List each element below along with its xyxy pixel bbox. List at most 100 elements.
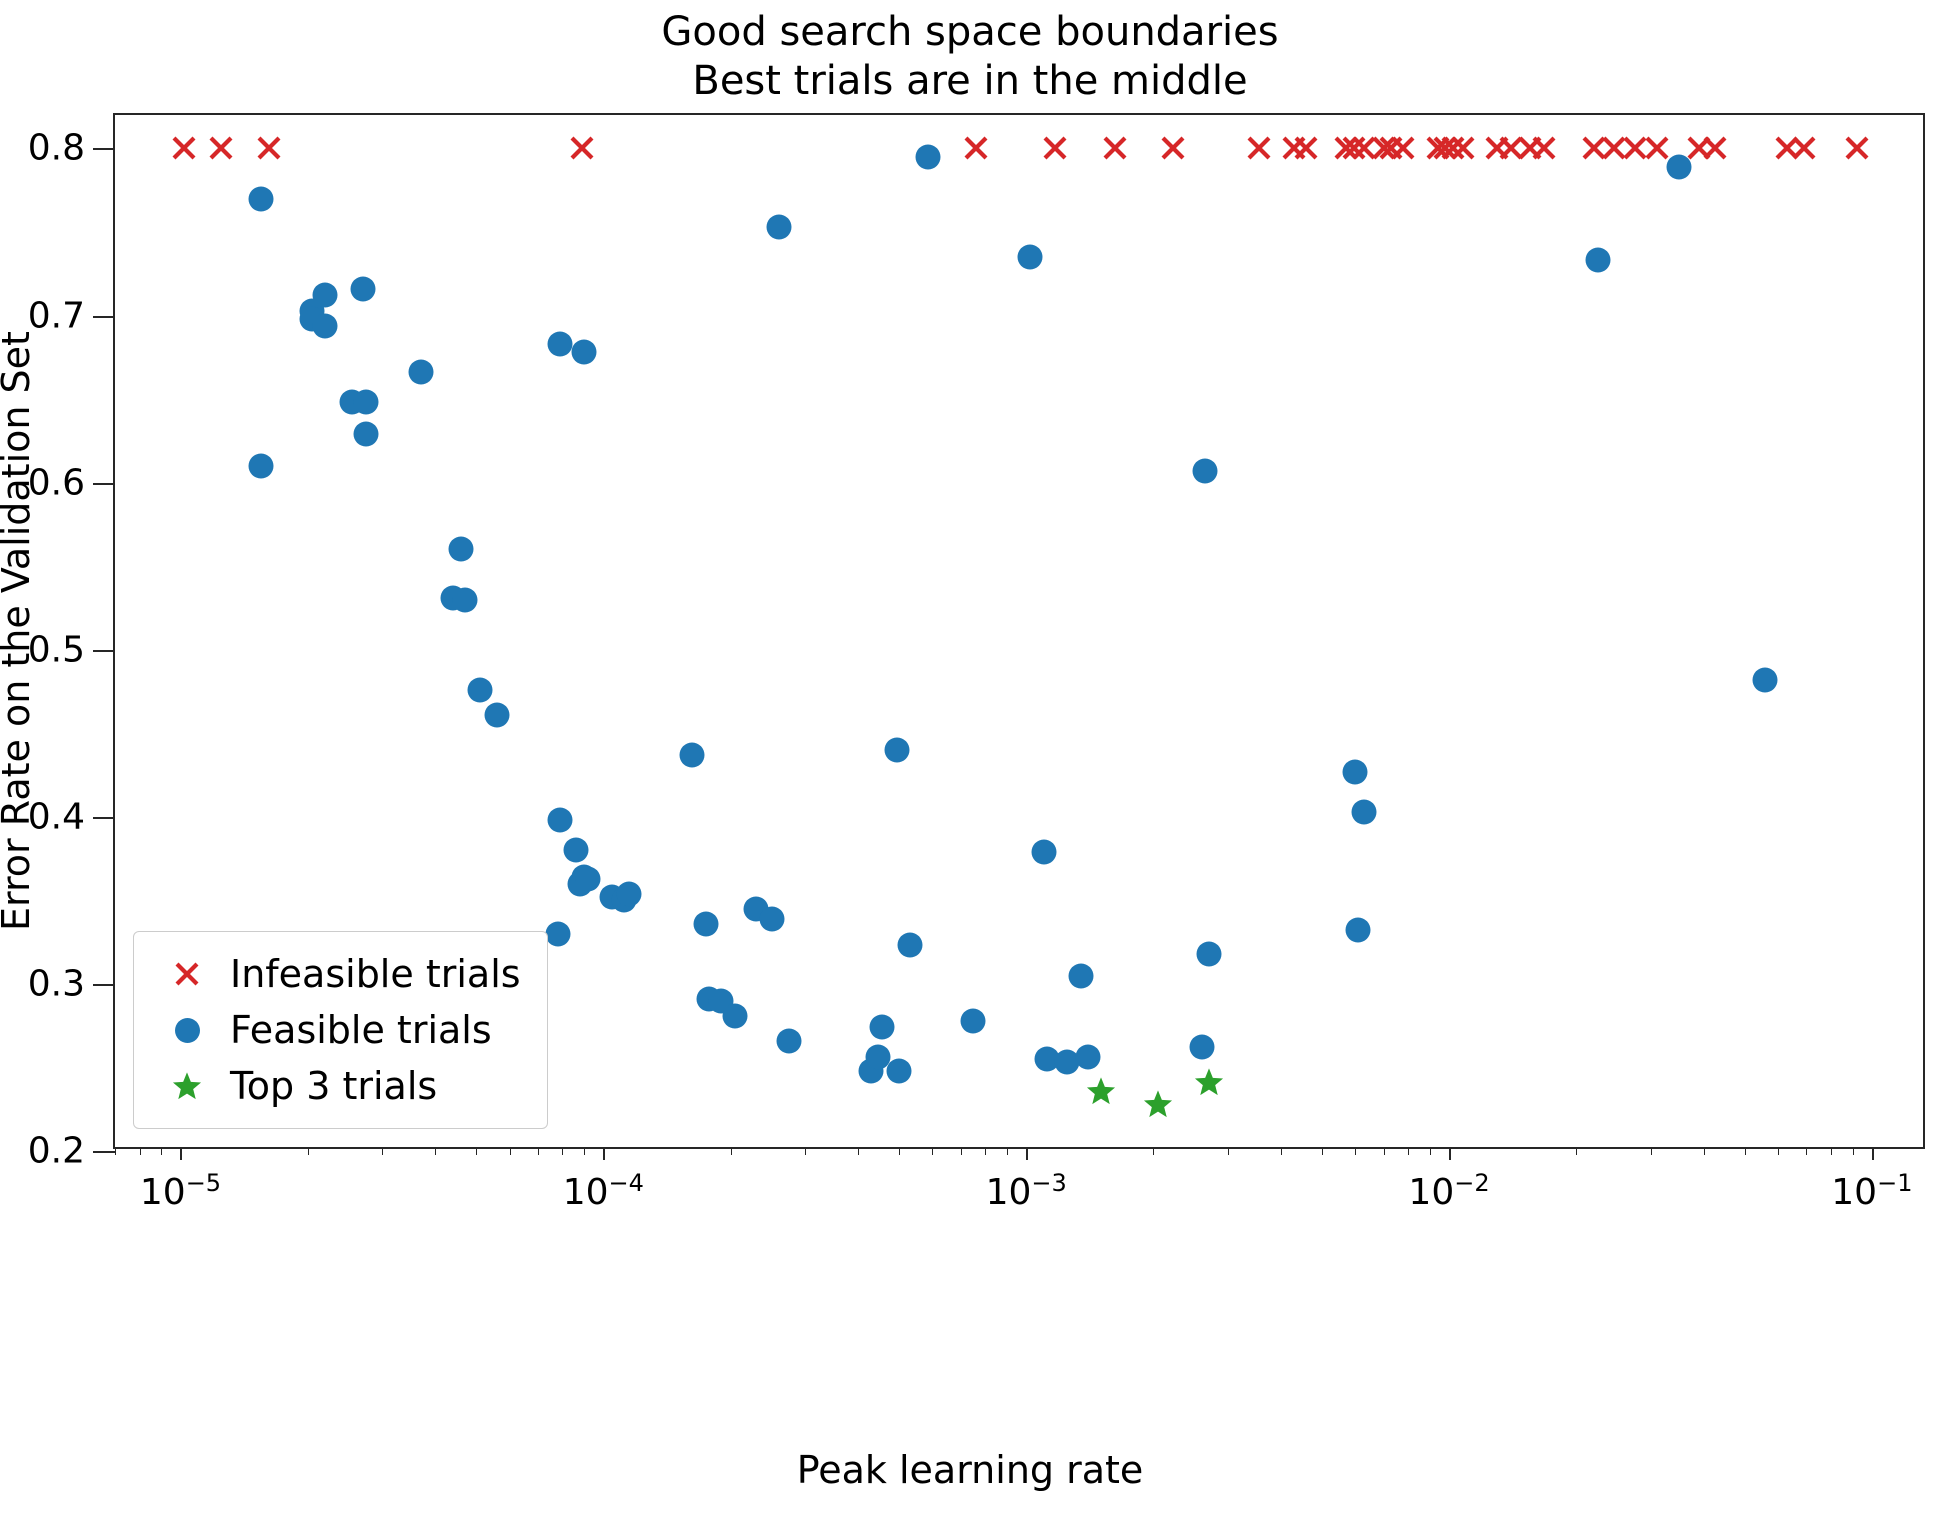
data-point <box>1194 1067 1224 1097</box>
data-point <box>1390 135 1416 161</box>
legend: Infeasible trials Feasible trials Top 3 tr… <box>133 931 548 1129</box>
x-tick-mark <box>1871 1147 1874 1160</box>
legend-item-2[interactable]: Top 3 trials <box>152 1058 521 1114</box>
data-point <box>1293 135 1319 161</box>
plot-data-area <box>115 115 1923 1147</box>
x-tick-label: 10−4 <box>562 1169 644 1213</box>
data-point <box>1189 1034 1215 1060</box>
data-point-circle <box>759 906 785 932</box>
data-point <box>575 866 601 892</box>
x-tick-minor <box>857 1147 859 1155</box>
data-point-cross <box>1774 135 1800 161</box>
data-point-circle <box>1196 941 1222 967</box>
x-tick-minor <box>1227 1147 1229 1155</box>
data-point-circle <box>1075 1044 1101 1070</box>
data-point <box>1246 135 1272 161</box>
data-point-circle <box>547 807 573 833</box>
plot-axes: 0.2 0.3 0.4 0.5 0.6 0.7 0.8 10−5 10−4 10−3 10−2 10… <box>28 113 1925 1213</box>
x-tick-minor <box>1778 1147 1780 1155</box>
x-tick-label: 10−3 <box>985 1169 1067 1213</box>
data-point <box>1143 1089 1173 1119</box>
data-point-cross <box>1160 135 1186 161</box>
y-tick-mark <box>93 816 115 819</box>
data-point-circle <box>545 921 571 947</box>
data-point-circle <box>1351 799 1377 825</box>
data-point <box>408 359 434 385</box>
data-point <box>1351 135 1377 161</box>
data-point-circle <box>776 1028 802 1054</box>
data-point <box>208 135 234 161</box>
data-point-circle <box>448 536 474 562</box>
data-point-circle <box>571 339 597 365</box>
data-point-circle <box>1342 759 1368 785</box>
data-point-circle <box>679 742 705 768</box>
x-tick-minor <box>115 1147 116 1155</box>
data-point <box>865 1044 890 1070</box>
x-tick-minor <box>1429 1147 1431 1155</box>
data-point <box>563 837 589 863</box>
data-point <box>171 135 197 161</box>
legend-item-0[interactable]: Infeasible trials <box>152 946 521 1002</box>
data-point-circle <box>865 1044 890 1070</box>
data-point <box>693 911 719 937</box>
x-tick-minor <box>932 1147 934 1155</box>
x-tick-minor <box>1703 1147 1705 1155</box>
data-point-circle <box>693 911 719 937</box>
x-tick-minor <box>1280 1147 1282 1155</box>
data-point <box>1160 135 1186 161</box>
x-tick-minor <box>1355 1147 1357 1155</box>
data-point-circle <box>350 276 376 302</box>
x-tick-minor <box>730 1147 732 1155</box>
data-point-circle <box>869 1014 895 1040</box>
x-tick-minor <box>161 1147 163 1155</box>
x-tick-minor <box>1744 1147 1746 1155</box>
data-point-circle <box>312 313 338 339</box>
x-tick-minor <box>1576 1147 1578 1155</box>
x-tick-minor <box>562 1147 564 1155</box>
data-point <box>1196 941 1222 967</box>
data-point <box>1017 244 1043 270</box>
legend-label: Infeasible trials <box>230 952 521 996</box>
data-point-cross <box>1102 135 1128 161</box>
x-tick-minor <box>509 1147 511 1155</box>
data-point-circle <box>1017 244 1043 270</box>
data-point-circle <box>1666 154 1692 180</box>
x-tick-minor <box>960 1147 962 1155</box>
data-point <box>759 906 785 932</box>
data-point <box>1585 247 1611 273</box>
data-point-cross <box>1432 135 1458 161</box>
data-point <box>248 186 274 212</box>
data-point-cross <box>174 961 200 987</box>
x-tick-minor <box>898 1147 900 1155</box>
data-point <box>350 276 376 302</box>
data-point <box>869 1014 895 1040</box>
data-point <box>1086 1076 1116 1106</box>
x-tick-minor <box>1408 1147 1410 1155</box>
data-point <box>1432 135 1458 161</box>
data-point <box>1644 135 1670 161</box>
x-tick-mark <box>1026 1147 1029 1160</box>
x-tick-mark <box>1449 1147 1452 1160</box>
data-point <box>256 135 282 161</box>
data-point <box>722 1003 748 1029</box>
data-point <box>1102 135 1128 161</box>
y-tick-label: 0.5 <box>27 629 85 671</box>
data-point-circle <box>575 866 601 892</box>
data-point <box>1345 917 1371 943</box>
x-tick-minor <box>805 1147 807 1155</box>
data-point <box>1774 135 1800 161</box>
data-point-cross <box>1333 135 1359 161</box>
data-point <box>884 737 910 763</box>
y-tick-label: 0.8 <box>27 127 85 169</box>
data-point <box>1068 963 1094 989</box>
data-point-cross <box>1450 135 1476 161</box>
legend-item-1[interactable]: Feasible trials <box>152 1002 521 1058</box>
data-point <box>1075 1044 1101 1070</box>
data-point <box>248 453 274 479</box>
data-point-circle <box>452 587 478 613</box>
data-point <box>312 313 338 339</box>
data-point-circle <box>616 881 642 907</box>
data-point-cross <box>1581 135 1607 161</box>
data-point-circle <box>563 837 589 863</box>
